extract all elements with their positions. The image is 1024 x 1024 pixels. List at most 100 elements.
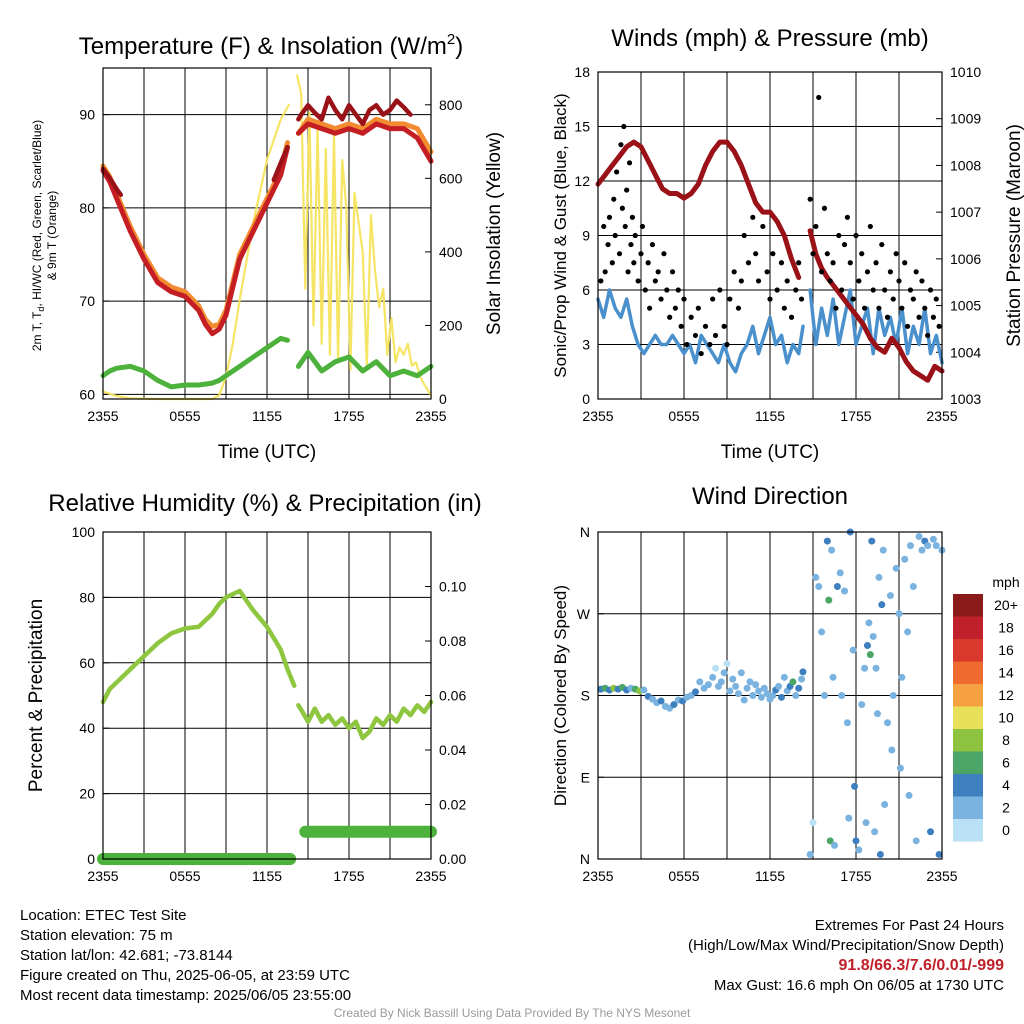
x-tick-label: 2355 [415,408,446,424]
y-axis-label: Percent & Precipitation [26,599,47,792]
y2-tick-label: 0.04 [439,742,466,758]
direction-point [838,692,846,699]
direction-point [918,546,926,554]
gust-point [876,305,882,311]
gust-point [936,323,942,329]
plot-frame [597,531,943,860]
legend-label: 14 [998,665,1014,681]
direction-point [777,693,785,701]
direction-point [740,696,748,704]
legend-label: 18 [998,620,1014,636]
gust-point [612,232,618,239]
x-tick-label: 1755 [840,408,871,424]
x-tick-label: 0555 [668,868,699,884]
x-tick-label: 2355 [926,868,957,884]
direction-point [852,837,860,845]
direction-point [909,583,917,590]
gust-point [606,214,613,220]
direction-point [855,846,863,854]
gust-point [638,251,644,257]
direction-point [806,850,814,858]
gust-point [727,296,733,302]
gust-point [884,314,891,320]
gust-point [839,287,845,293]
plot-frame [102,531,432,860]
y-tick-label: 80 [79,589,95,605]
gust-point [609,260,615,266]
direction-point [815,583,823,590]
chart-title: Wind Direction [692,483,848,510]
direction-point [809,819,817,827]
gust-point [669,269,676,275]
y-tick-label: S [581,688,590,704]
gust-point [684,341,690,348]
direction-point [712,664,720,672]
x-tick-label: 1155 [252,408,282,424]
gust-point [642,287,648,293]
direction-point [836,569,844,577]
direction-point [670,701,678,709]
direction-point [792,692,800,699]
direction-point [886,592,894,600]
direction-point [932,542,940,550]
gust-point [625,269,631,275]
y-tick-label: N [580,524,590,540]
direction-point [760,684,768,692]
direction-point [896,764,904,772]
gust-point [784,278,790,284]
y-tick-label: 100 [72,524,96,540]
legend-title: mph [992,574,1019,590]
direction-point [892,564,900,572]
direction-point [879,546,887,554]
x-tick-label: 1155 [252,868,282,884]
direction-point [757,693,765,701]
gust-point [907,287,914,293]
gust-point [882,287,888,293]
gust-point [836,232,842,239]
legend-swatch [953,729,983,752]
gust-point [778,260,785,266]
direction-point [749,692,757,699]
legend-label: 4 [1002,777,1010,793]
y-axis-label: Sonic/Prop Wind & Gust (Blue, Black) [551,93,570,377]
direction-point [845,814,853,822]
y2-tick-label: 1008 [950,157,981,173]
y2-tick-label: 1004 [950,344,981,360]
gust-point [631,260,637,266]
y-tick-label: 60 [79,386,95,402]
gust-point [652,278,658,284]
x-axis-label: Time (UTC) [218,442,317,463]
chart-title: Temperature (F) & Insolation (W/m2) [79,31,463,60]
direction-point [818,628,826,636]
y2-axis-label: Station Pressure (Maroon) [1004,124,1024,347]
gust-point [601,223,607,230]
direction-point [924,542,932,550]
gust-point [864,269,871,275]
gust-point [916,314,922,320]
gust-point [819,269,825,275]
direction-point [812,573,820,581]
gust-point [649,241,656,248]
y2-tick-label: 0.06 [439,688,466,704]
gust-point [632,232,638,239]
direction-point [843,719,851,727]
plot-frame [102,67,432,400]
gust-point [755,278,762,284]
gust-point [695,305,701,311]
gust-point [645,260,651,266]
direction-point [915,533,923,541]
gust-point [905,323,911,329]
gust-point [764,269,770,275]
series-line [100,588,434,741]
legend-label: 16 [998,642,1014,658]
direction-point [763,690,771,698]
station-latlon: Station lat/lon: 42.681; -73.8144 [20,947,233,964]
gust-point [628,241,634,248]
legend-swatch [953,661,983,684]
gust-point [770,251,776,257]
gust-point [816,94,822,101]
x-tick-label: 2355 [582,868,613,884]
y-axis-label-line2: & 9m T (Orange) [45,191,59,281]
gust-point [844,214,851,220]
